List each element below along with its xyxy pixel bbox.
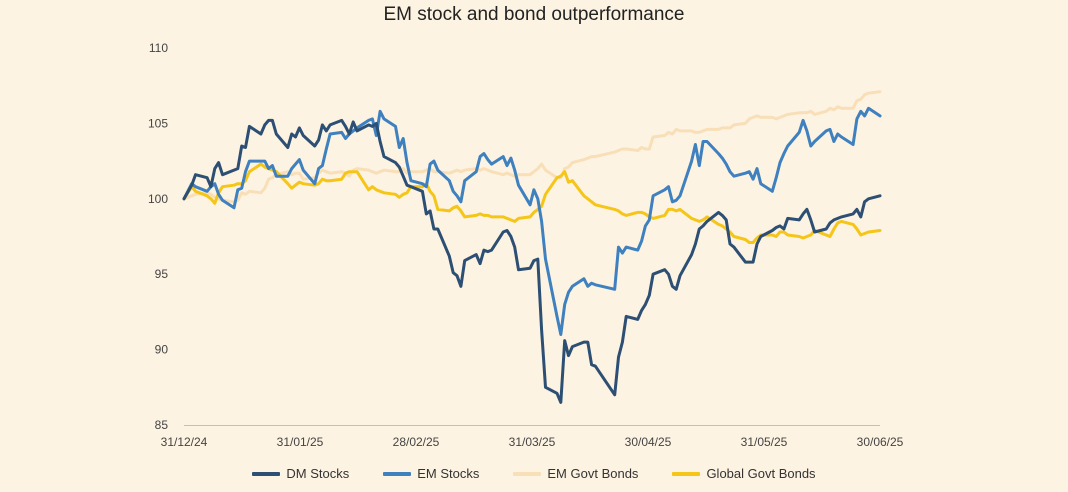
legend-label: Global Govt Bonds bbox=[706, 466, 816, 481]
legend: DM Stocks EM Stocks EM Govt Bonds Global Go… bbox=[0, 466, 1068, 481]
legend-item: DM Stocks bbox=[252, 466, 349, 481]
y-tick-label: 90 bbox=[155, 343, 169, 357]
y-tick-label: 110 bbox=[149, 41, 168, 55]
y-tick-label: 95 bbox=[155, 267, 169, 281]
legend-label: EM Govt Bonds bbox=[547, 466, 639, 481]
plot-area: 85 90 95 100 105 110 31/12/24 31/01/25 28/02/25… bbox=[148, 41, 904, 449]
y-tick-label: 105 bbox=[148, 116, 168, 130]
legend-swatch bbox=[383, 471, 412, 476]
series-line-em-stocks bbox=[182, 106, 882, 336]
x-tick-label: 30/06/25 bbox=[857, 435, 904, 449]
legend-swatch bbox=[672, 471, 701, 476]
legend-swatch bbox=[252, 471, 281, 476]
x-tick-label: 30/04/25 bbox=[625, 435, 672, 449]
y-tick-label: 100 bbox=[148, 192, 168, 206]
legend-label: EM Stocks bbox=[417, 466, 480, 481]
y-axis: 85 90 95 100 105 110 bbox=[148, 41, 168, 432]
x-tick-label: 31/01/25 bbox=[277, 435, 324, 449]
legend-label: DM Stocks bbox=[286, 466, 350, 481]
legend-item: Global Govt Bonds bbox=[672, 466, 816, 481]
x-axis: 31/12/24 31/01/25 28/02/25 31/03/25 30/04/25… bbox=[161, 425, 904, 449]
series-lines bbox=[182, 90, 882, 404]
series-line-em-govt-bonds bbox=[182, 90, 882, 204]
x-tick-label: 31/12/24 bbox=[161, 435, 208, 449]
series-line-dm-stocks bbox=[182, 118, 882, 404]
legend-item: EM Govt Bonds bbox=[513, 466, 638, 481]
legend-item: EM Stocks bbox=[383, 466, 479, 481]
y-tick-label: 85 bbox=[155, 418, 169, 432]
x-tick-label: 28/02/25 bbox=[393, 435, 440, 449]
x-tick-label: 31/05/25 bbox=[741, 435, 788, 449]
legend-swatch bbox=[513, 471, 542, 476]
chart-title: EM stock and bond outperformance bbox=[383, 4, 685, 25]
x-tick-label: 31/03/25 bbox=[509, 435, 556, 449]
